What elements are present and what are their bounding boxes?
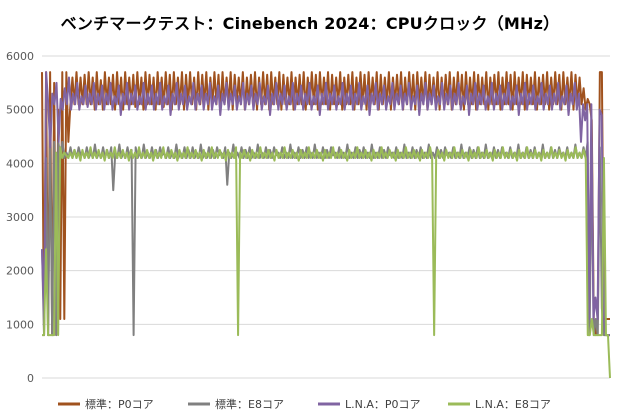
legend-label-2: L.N.A：P0コア [345,398,421,411]
y-tick-label-6000: 6000 [6,50,34,63]
legend-label-1: 標準：E8コア [215,397,284,411]
y-tick-label-2000: 2000 [6,265,34,278]
series-line-2 [41,71,610,337]
y-tick-label-1000: 1000 [6,318,34,331]
series-line-0 [41,71,610,337]
legend-label-3: L.N.A：E8コア [475,398,551,411]
y-tick-label-5000: 5000 [6,104,34,117]
legend-label-0: 標準：P0コア [85,397,154,411]
series-line-3 [42,146,611,379]
chart-title: ベンチマークテスト：Cinebench 2024：CPUクロック（MHz） [60,14,560,33]
series-line-1 [41,140,610,337]
y-tick-label-0: 0 [27,372,34,385]
y-tick-label-3000: 3000 [6,211,34,224]
y-tick-label-4000: 4000 [6,157,34,170]
